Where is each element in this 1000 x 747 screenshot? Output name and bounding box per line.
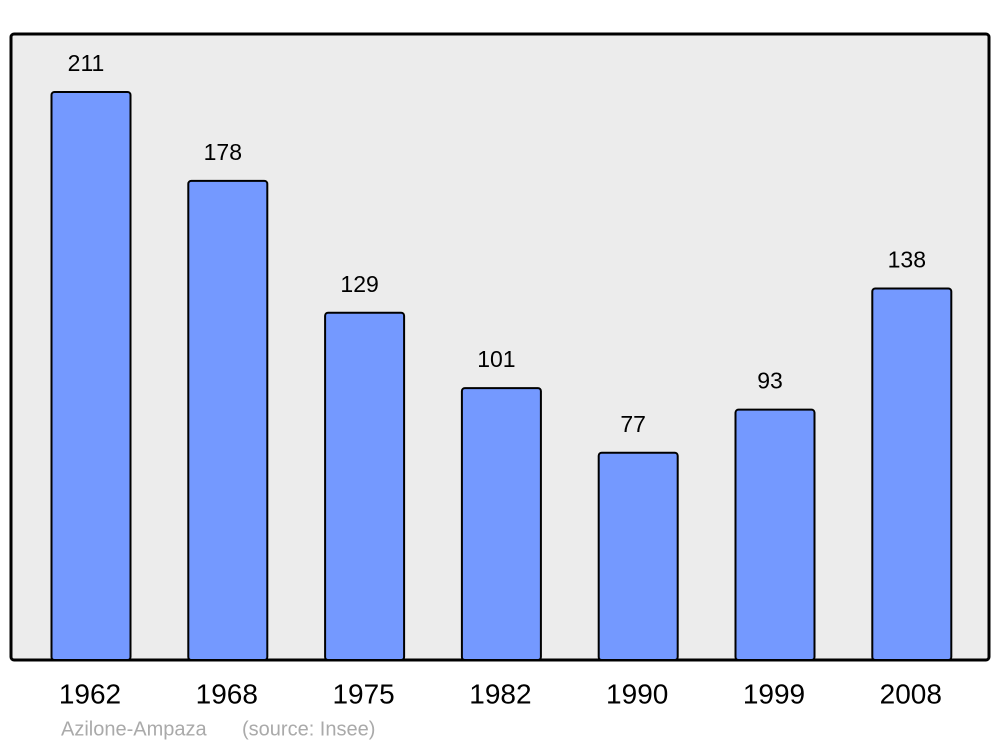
value-label: 129 (340, 271, 378, 297)
x-tick-label: 1975 (332, 678, 394, 709)
value-label: 211 (68, 50, 105, 76)
x-tick-label: 1962 (59, 678, 121, 709)
x-tick-label: 2008 (880, 678, 942, 709)
value-label: 101 (477, 346, 515, 372)
source-note: (source: Insee) (242, 718, 375, 740)
bar (597, 451, 679, 661)
x-tick-label: 1999 (743, 678, 805, 709)
bar (460, 387, 542, 661)
x-tick-label: 1990 (606, 678, 668, 709)
bar (734, 408, 816, 661)
bar (50, 91, 132, 661)
value-label: 138 (888, 247, 926, 273)
place-name: Azilone-Ampaza (61, 718, 208, 740)
value-label: 77 (620, 411, 646, 437)
x-tick-label: 1968 (196, 678, 258, 709)
x-tick-label: 1982 (469, 678, 531, 709)
bar (871, 287, 953, 661)
value-label: 178 (204, 139, 242, 165)
bar (324, 311, 406, 661)
bar (187, 179, 269, 661)
value-label: 93 (757, 368, 783, 394)
